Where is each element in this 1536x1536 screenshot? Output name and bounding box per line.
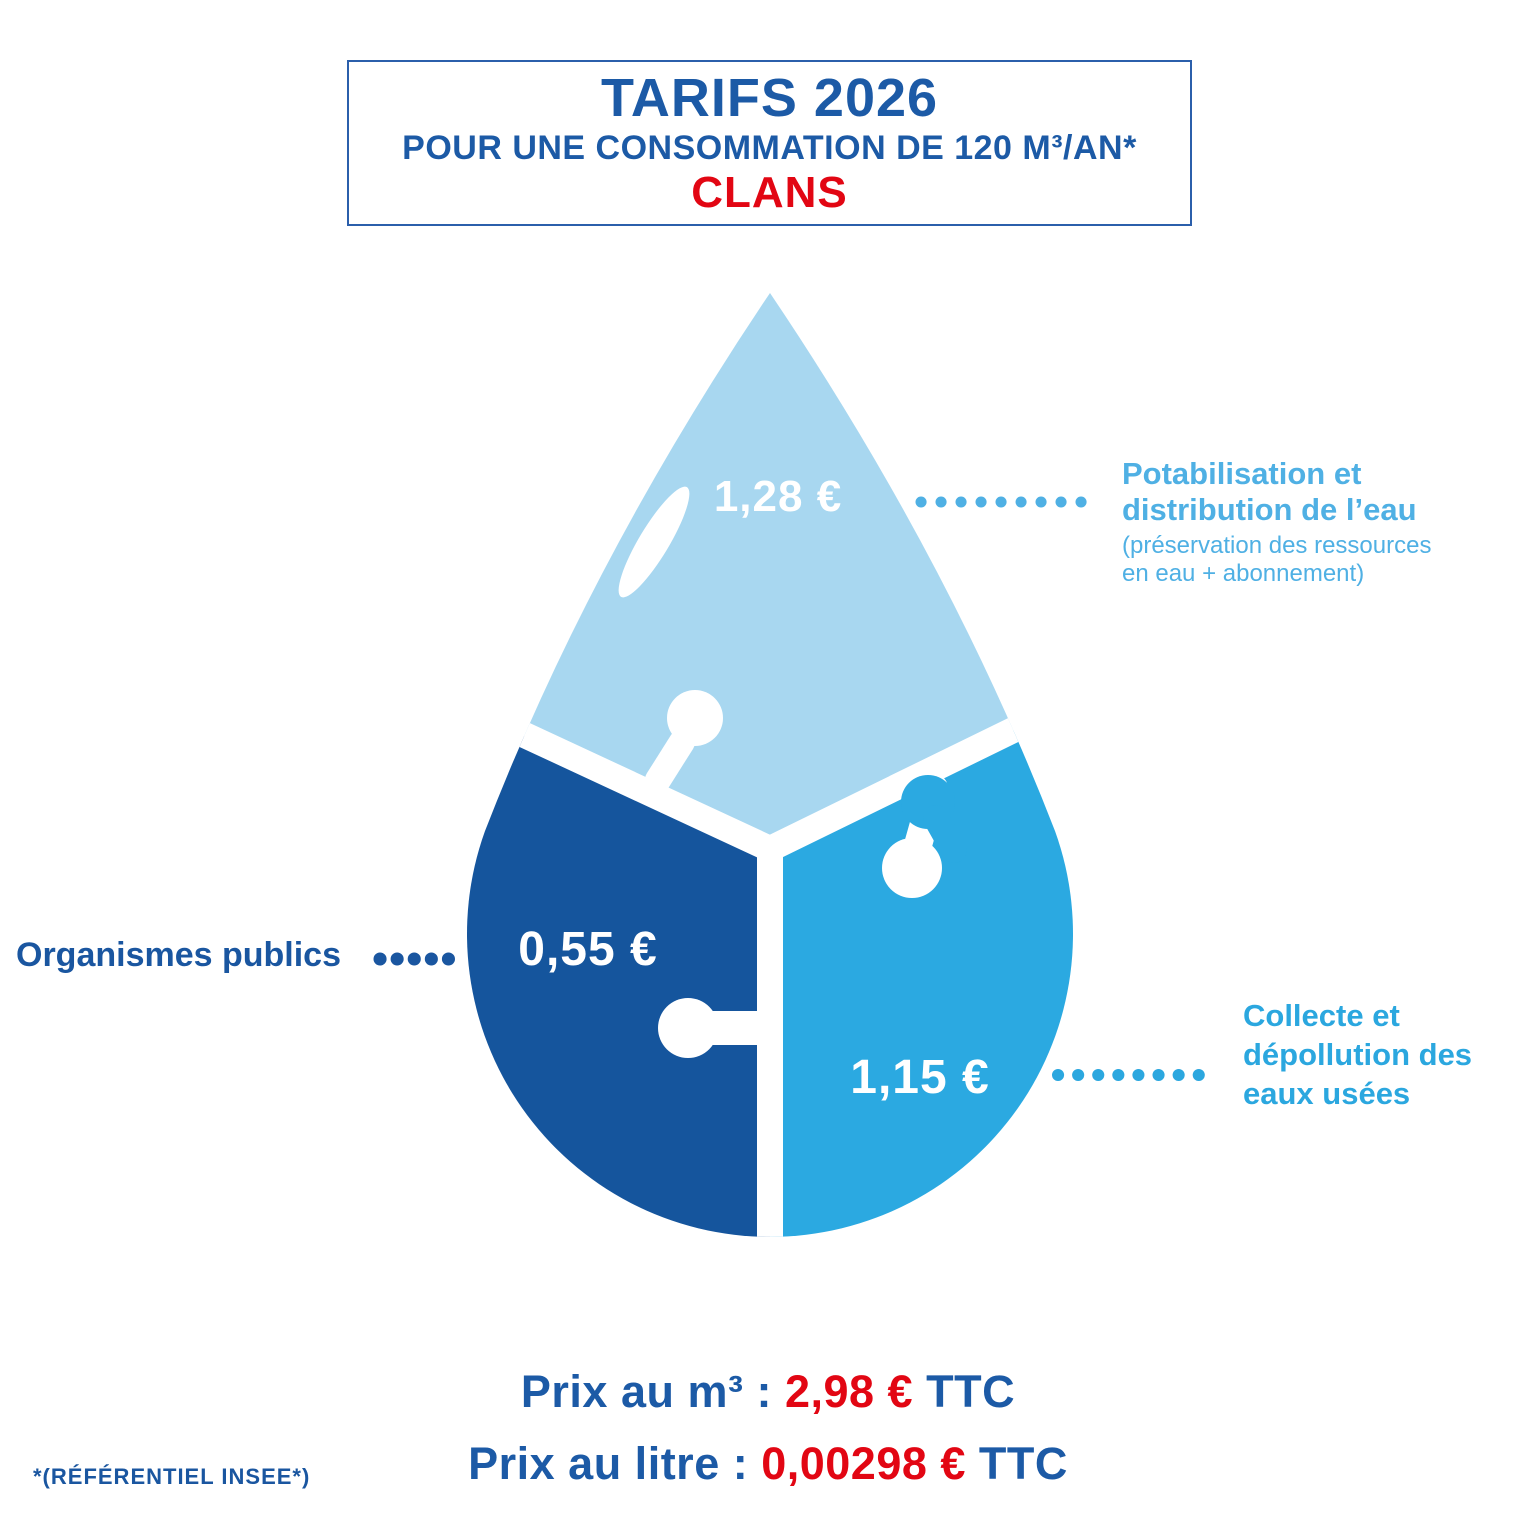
puzzle-blank-potabilisation-neck [645, 729, 695, 793]
segment-value-organismes: 0,55 € [518, 923, 658, 976]
title-box: TARIFS 2026 POUR UNE CONSOMMATION DE 120… [347, 60, 1192, 226]
page-subtitle: POUR UNE CONSOMMATION DE 120 M³/AN* [402, 129, 1137, 167]
drop-shine-highlight [618, 486, 690, 598]
page-title: TARIFS 2026 [600, 68, 939, 128]
commune-name: CLANS [691, 168, 848, 217]
label-potabilisation-line1: Potabilisation et [1122, 456, 1362, 491]
label-collecte-line2: dépollution des [1243, 1037, 1473, 1072]
price-per-m3-value: 2,98 € [784, 1366, 914, 1417]
label-collecte-line3: eaux usées [1243, 1076, 1411, 1111]
label-potabilisation: Potabilisation et distribution de l’eau … [1122, 456, 1431, 588]
segment-value-collecte: 1,15 € [850, 1051, 990, 1104]
puzzle-tab-collecte-neck [923, 805, 967, 863]
price-per-m3-label: Prix au m³ : [520, 1366, 772, 1417]
price-per-m3-suffix: TTC [926, 1366, 1016, 1417]
label-collecte: Collecte et dépollution des eaux usées [1243, 996, 1472, 1113]
label-organismes: Organismes publics [16, 936, 341, 974]
price-per-litre-value: 0,00298 € [761, 1438, 966, 1489]
footnote-insee: *(RÉFÉRENTIEL INSEE*) [33, 1464, 311, 1489]
price-per-litre-label: Prix au litre : [468, 1438, 749, 1489]
segment-value-potabilisation: 1,28 € [713, 472, 843, 521]
label-potabilisation-note: (préservation des ressources en eau + ab… [1122, 532, 1431, 588]
label-potabilisation-note-line2: en eau + abonnement) [1122, 560, 1365, 587]
price-per-litre: Prix au litre : 0,00298 € TTC [0, 1438, 1536, 1490]
price-per-m3: Prix au m³ : 2,98 € TTC [0, 1366, 1536, 1418]
price-per-litre-suffix: TTC [978, 1438, 1068, 1489]
label-potabilisation-line2: distribution de l’eau [1122, 492, 1417, 527]
label-potabilisation-note-line1: (préservation des ressources [1122, 532, 1432, 559]
label-collecte-line1: Collecte et [1243, 998, 1400, 1033]
